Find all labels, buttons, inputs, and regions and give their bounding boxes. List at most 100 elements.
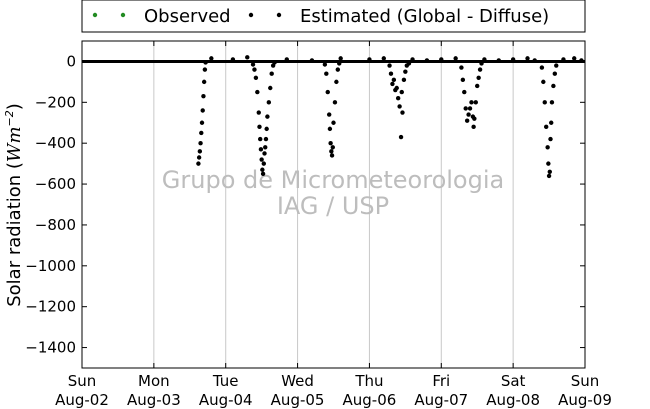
data-point-estimated (201, 93, 206, 99)
x-tick-label-date: Aug-03 (127, 391, 181, 409)
legend-label-observed: Observed (144, 6, 231, 27)
data-point-estimated (471, 124, 476, 130)
data-point-estimated (328, 140, 333, 146)
data-point-estimated (466, 112, 471, 117)
data-point-estimated (391, 77, 397, 83)
data-point-estimated (331, 120, 336, 125)
data-point-estimated (510, 57, 516, 62)
data-point-estimated (475, 83, 480, 89)
data-point-estimated (539, 65, 545, 70)
data-point-estimated (549, 100, 555, 105)
y-axis-label-unit: Wm (4, 126, 25, 162)
y-axis-label: Solar radiation (Wm−2) (3, 103, 25, 307)
y-tick-label: −600 (35, 175, 76, 193)
data-point-estimated (395, 96, 401, 101)
data-point-estimated (255, 89, 260, 95)
x-tick-label-day: Tue (212, 372, 239, 390)
data-point-estimated (330, 145, 335, 150)
data-point-estimated (482, 57, 487, 62)
data-point-estimated (572, 56, 577, 61)
data-point-estimated (250, 62, 256, 67)
data-point-estimated (390, 81, 395, 87)
data-point-estimated (453, 56, 458, 61)
legend-marker-estimated (248, 12, 254, 18)
legend-frame (81, 0, 586, 33)
data-point-estimated (203, 60, 208, 65)
data-point-estimated (367, 57, 372, 62)
data-point-estimated (268, 85, 273, 91)
grid (153, 41, 514, 368)
data-point-estimated (332, 100, 338, 105)
data-point-estimated (459, 65, 464, 70)
legend-marker-observed (92, 12, 98, 18)
data-point-estimated (329, 153, 335, 158)
data-point-estimated (546, 161, 551, 166)
data-point-estimated (196, 155, 202, 160)
x-tick-label-date: Aug-06 (343, 391, 397, 409)
y-tick-label: −400 (35, 134, 76, 152)
data-point-estimated (548, 136, 553, 142)
data-point-estimated (546, 173, 552, 179)
legend-marker-estimated (276, 12, 282, 18)
data-point-estimated (399, 89, 404, 95)
data-point-estimated (525, 56, 530, 61)
data-point-estimated (202, 67, 208, 72)
x-tick-label-date: Aug-08 (486, 391, 540, 409)
data-point-estimated (257, 124, 262, 130)
data-point-estimated (326, 112, 332, 117)
data-point-estimated (462, 89, 467, 95)
data-point-estimated (397, 104, 402, 109)
data-point-estimated (324, 71, 329, 76)
data-points (196, 55, 584, 179)
data-point-estimated (403, 69, 408, 74)
data-point-estimated (262, 151, 267, 156)
data-point-estimated (258, 147, 264, 152)
x-tick-label-day: Sat (501, 372, 526, 390)
y-axis-label-text: Solar radiation (4, 175, 25, 307)
data-point-estimated (463, 106, 468, 111)
data-point-estimated (325, 89, 330, 95)
data-point-estimated (284, 57, 289, 62)
x-tick-label-date: Aug-05 (271, 391, 325, 409)
legend-label-estimated: Estimated (Global - Diffuse) (300, 6, 549, 27)
data-point-estimated (387, 63, 392, 68)
data-point-estimated (467, 106, 473, 111)
data-point-estimated (477, 67, 483, 72)
plot-frame (81, 40, 586, 369)
data-point-estimated (410, 57, 415, 62)
y-tick-label: −800 (35, 216, 76, 234)
data-point-estimated (260, 171, 266, 177)
data-point-estimated (269, 71, 274, 76)
data-point-estimated (196, 161, 201, 166)
data-point-estimated (263, 136, 269, 142)
x-tick-label-date: Aug-07 (414, 391, 468, 409)
data-point-estimated (543, 124, 549, 130)
data-point-estimated (309, 58, 315, 63)
data-point-estimated (263, 145, 268, 150)
data-point-estimated (200, 108, 205, 113)
data-point-estimated (547, 169, 552, 174)
x-axis: SunAug-02MonAug-03TueAug-04WedAug-05ThuA… (55, 41, 612, 409)
x-tick-label-date: Aug-02 (55, 391, 109, 409)
data-point-estimated (258, 136, 263, 142)
data-point-estimated (199, 130, 204, 136)
data-point-estimated (541, 79, 546, 85)
data-point-estimated (198, 140, 203, 146)
data-point-estimated (209, 56, 214, 61)
data-point-estimated (199, 120, 205, 125)
data-point-estimated (334, 79, 339, 85)
watermark: Grupo de Micrometeorologia IAG / USP (162, 166, 504, 220)
data-point-estimated (424, 58, 430, 63)
data-point-estimated (398, 134, 404, 140)
data-point-estimated (381, 56, 386, 61)
x-tick-label-day: Thu (354, 372, 383, 390)
data-point-estimated (329, 149, 334, 154)
y-tick-label: −1200 (25, 298, 76, 316)
data-point-estimated (252, 67, 257, 72)
legend-marker-observed (120, 12, 126, 18)
data-point-estimated (469, 100, 474, 105)
watermark-line-2: IAG / USP (277, 192, 389, 220)
x-tick-label-day: Mon (138, 372, 170, 390)
data-point-estimated (265, 114, 270, 119)
